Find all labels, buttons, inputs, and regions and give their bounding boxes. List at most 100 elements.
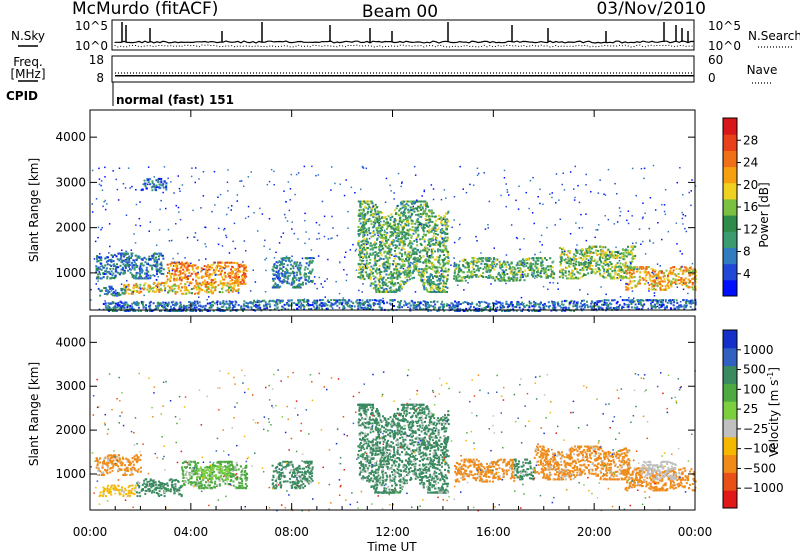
echo-cell [308,304,311,307]
echo-cell [278,286,281,289]
echo-cell [375,267,378,270]
echo-cell [156,259,159,262]
echo-cell [594,301,597,304]
echo-cell [412,232,415,235]
echo-cell [630,302,633,305]
echo-cell [191,301,194,304]
echo-cell [627,253,630,256]
echo-cell [297,269,300,272]
echo-cell [536,276,538,279]
echo-cell [591,268,594,271]
echo-cell [407,220,410,223]
echo-cell [286,269,288,271]
echo-cell [443,254,446,256]
echo-cell [174,269,177,272]
echo-cell [235,279,238,281]
echo-cell [151,182,154,184]
echo-cell [611,270,614,273]
echo-cell [383,243,386,246]
echo-cell [157,305,160,308]
echo-cell [689,280,692,282]
echo-cell [506,279,509,282]
echo-cell [424,234,427,237]
echo-cell [159,253,162,256]
echo-cell [423,278,426,281]
echo-cell [275,274,278,277]
echo-cell [230,273,233,276]
echo-cell [113,265,115,268]
echo-cell [374,302,377,305]
echo-cell [434,230,437,233]
echo-cell [380,248,383,251]
echo-cell [408,215,410,218]
echo-cell [691,283,694,286]
echo-cell [276,285,278,288]
echo-cell [184,275,187,278]
echo-cell [358,268,361,271]
echo-cell [485,276,488,278]
echo-cell [311,260,314,262]
echo-cell [684,277,687,280]
echo-cell [586,254,589,257]
echo-cell [443,231,446,234]
echo-cell [652,285,655,288]
echo-cell [131,264,134,267]
echo-cell [362,210,365,213]
echo-cell [461,259,464,262]
echo-cell [643,270,646,273]
echo-cell [214,281,217,283]
echo-cell [630,300,633,303]
echo-cell [195,288,198,291]
echo-cell [269,305,272,308]
echo-cell [362,246,365,249]
echo-cell [545,273,548,276]
echo-cell [387,291,390,293]
echo-cell [514,273,517,276]
echo-cell [663,280,666,283]
echo-cell [418,216,421,219]
echo-cell [381,224,383,227]
echo-cell [486,263,489,266]
echo-cell [577,261,580,264]
echo-cell [631,252,633,255]
echo-cell [647,271,650,274]
echo-cell [139,272,141,275]
echo-cell [516,267,519,270]
echo-cell [124,265,127,268]
echo-cell [372,275,375,278]
echo-cell [578,264,581,267]
echo-cell [440,232,443,235]
echo-cell [533,269,535,272]
echo-cell [388,247,391,250]
echo-cell [694,274,697,277]
echo-cell [600,245,603,248]
echo-cell [656,285,659,288]
echo-cell [442,270,445,273]
echo-cell [374,286,377,289]
echo-cell [476,265,479,267]
echo-cell [223,282,226,285]
echo-cell [192,263,195,266]
echo-cell [403,224,406,227]
echo-cell [540,267,543,270]
echo-cell [370,265,373,268]
echo-cell [234,268,237,270]
echo-cell [542,267,545,270]
echo-cell [361,240,364,243]
echo-cell [432,248,435,251]
echo-cell [117,252,120,255]
echo-cell [106,263,109,266]
echo-cell [648,276,651,279]
echo-cell [622,258,625,261]
echo-cell [146,288,149,291]
echo-cell [651,283,654,286]
echo-cell [662,288,664,291]
echo-cell [393,249,396,252]
echo-cell [614,254,617,257]
echo-cell [563,249,566,252]
echo-cell [400,300,402,302]
echo-cell [195,275,198,278]
echo-cell [562,273,565,276]
echo-cell [115,310,118,312]
